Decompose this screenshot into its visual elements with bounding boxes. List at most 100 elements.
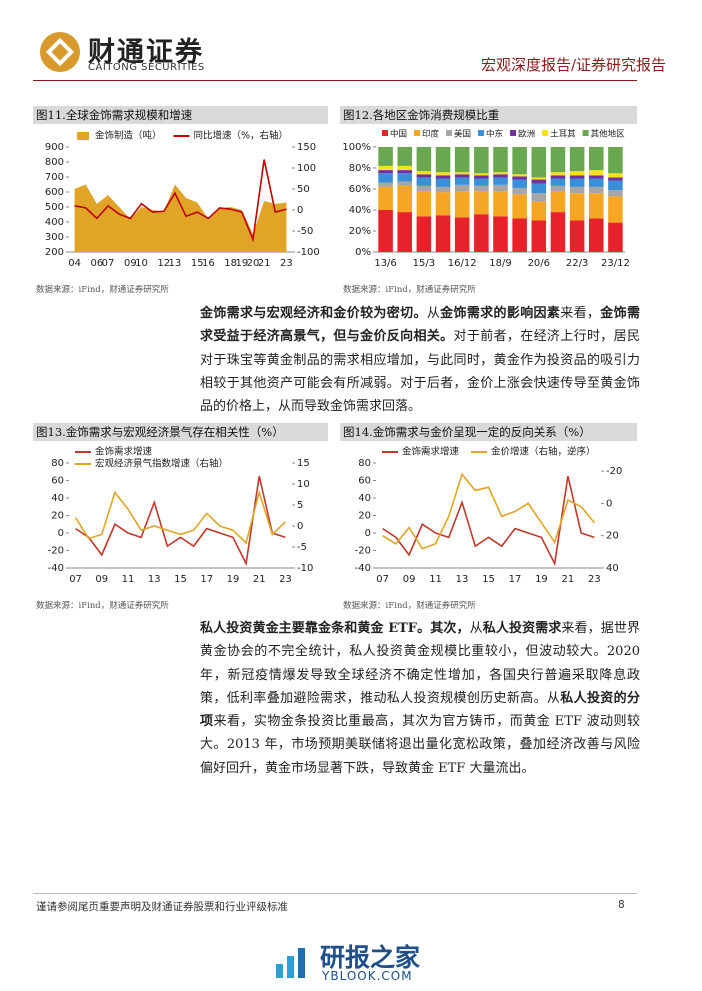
bar-segment: [474, 147, 489, 174]
y-tick-label: 80%: [349, 163, 371, 174]
y-tick-label: 40%: [349, 205, 371, 216]
footer-rule: [33, 893, 637, 894]
x-tick-label: 11: [429, 574, 442, 585]
bar-segment: [569, 178, 585, 187]
bar-segment: [493, 177, 508, 185]
y-tick-label: 10: [297, 479, 310, 490]
figure-source: 数据来源：iFind，财通证券研究所: [36, 601, 169, 611]
bar-segment: [588, 175, 604, 179]
x-tick-label: 17: [509, 574, 522, 585]
bar-segment: [454, 147, 470, 173]
bar-segment: [531, 179, 547, 184]
y-tick-label: 0: [58, 528, 64, 539]
x-tick-label: 19: [235, 258, 248, 269]
y-tick-label: 60: [358, 476, 371, 487]
bar-segment: [512, 174, 527, 177]
bar-segment: [550, 191, 566, 213]
bar-segment: [416, 171, 432, 175]
legend-label: 欧洲: [518, 129, 535, 140]
y-tick-label: 20: [606, 531, 619, 542]
bar-segment: [550, 172, 566, 176]
legend-swatch: [582, 130, 589, 136]
bar-segment: [493, 172, 508, 175]
bar-segment: [569, 175, 585, 179]
x-tick-label: 07: [376, 574, 389, 585]
bar-segment: [588, 218, 604, 252]
y-tick-label: 700: [45, 172, 64, 183]
legend-label: 宏观经济景气指数增速（右轴）: [95, 458, 228, 470]
bar-segment: [474, 185, 489, 192]
bar-segment: [397, 185, 413, 213]
x-tick-label: 22/3: [566, 258, 588, 269]
bar-segment: [454, 217, 470, 252]
bar-segment: [608, 222, 623, 252]
bar-segment: [512, 194, 527, 219]
bar-segment: [435, 186, 451, 193]
bar-segment: [397, 212, 413, 252]
legend-swatch: [382, 130, 388, 136]
x-tick-label: 20: [247, 258, 260, 269]
y-tick-label: 80: [51, 458, 64, 469]
y-tick-label: 40: [606, 563, 619, 574]
bar-segment: [550, 212, 566, 252]
text-run: 对于前者，在经济上行时，居民对于珠宝等黄金制品的需求相应增加，与此同时，黄金作为…: [200, 329, 640, 415]
bar-segment: [550, 175, 566, 179]
legend-label: 金饰需求增速: [95, 446, 153, 458]
x-tick-label: 15/3: [413, 258, 435, 269]
series-line: [75, 475, 286, 567]
x-tick-label: 18: [224, 258, 237, 269]
legend-swatch: [446, 130, 453, 136]
x-tick-label: 07: [102, 258, 115, 269]
x-tick-label: 21: [253, 574, 266, 585]
x-tick-label: 23: [588, 574, 601, 585]
y-tick-label: 300: [45, 232, 64, 243]
legend-label: 其他地区: [591, 129, 626, 140]
bar-segment: [608, 147, 623, 174]
y-tick-label: 80: [358, 458, 371, 469]
y-tick-label: -20: [355, 546, 371, 557]
bar-segment: [512, 179, 527, 188]
bar-segment: [435, 172, 451, 176]
text-run: 来看，据世界黄金协会的不完全统计，私人投资黄金规模比重较小，但波动较大。2020…: [200, 621, 640, 706]
x-tick-label: 15: [174, 574, 187, 585]
company-name-en: CAITONG SECURITIES: [88, 62, 205, 73]
bar-segment: [608, 196, 623, 223]
bar-segment: [493, 216, 508, 252]
chart: 0% 20% 40% 60% 80% 100% 13/6 15/3 16/12 18/9 20/6 2…: [342, 129, 629, 270]
legend-label: 印度: [422, 129, 440, 140]
legend-label: 同比增速（%，右轴）: [194, 130, 289, 142]
report-type: 宏观深度报告/证券研究报告: [480, 56, 666, 74]
x-tick-label: 21: [258, 258, 271, 269]
bar-segment: [454, 174, 470, 178]
figure-title: 图11.全球金饰需求规模和增速: [33, 106, 328, 124]
legend-swatch: [77, 132, 89, 140]
watermark-site: YBLOOK.COM: [322, 969, 413, 983]
y-tick-label: -40: [355, 563, 371, 574]
y-tick-label: 500: [45, 202, 64, 213]
bar-segment: [608, 177, 623, 181]
bar-segment: [493, 184, 508, 192]
text-run: 来看，实物金条投资比重最高，其次为官方铸币，而黄金 ETF 波动则较大。2013…: [200, 714, 640, 776]
y-tick-label: 15: [297, 458, 310, 469]
y-tick-label: 600: [45, 187, 64, 198]
text-run: 从: [426, 306, 441, 321]
x-tick-label: 09: [124, 258, 137, 269]
bar-segment: [416, 216, 432, 252]
bar-segment: [569, 171, 585, 176]
legend-swatch: [510, 130, 517, 136]
text-run: 金饰需求受益于经济高景气，但与金价反向相关。: [200, 306, 640, 345]
series-line: [382, 472, 596, 550]
bar-segment: [569, 220, 585, 252]
x-tick-label: 15: [191, 258, 204, 269]
x-tick-label: 21: [562, 574, 575, 585]
paragraph: 金饰需求与宏观经济和金价较为密切。从金饰需求的影响因素来看，金饰需求受益于经济高…: [200, 302, 640, 418]
bar-segment: [512, 218, 527, 252]
bar-segment: [512, 176, 527, 180]
bar-segment: [588, 178, 604, 187]
figure-source: 数据来源：iFind，财通证券研究所: [36, 285, 169, 295]
legend-swatch: [414, 130, 421, 136]
x-tick-label: 18/9: [489, 258, 511, 269]
y-tick-label: 0: [606, 498, 612, 509]
figure-title: 图14.金饰需求与金价呈现一定的反向关系（%）: [340, 423, 637, 441]
bar-segment: [531, 177, 547, 180]
